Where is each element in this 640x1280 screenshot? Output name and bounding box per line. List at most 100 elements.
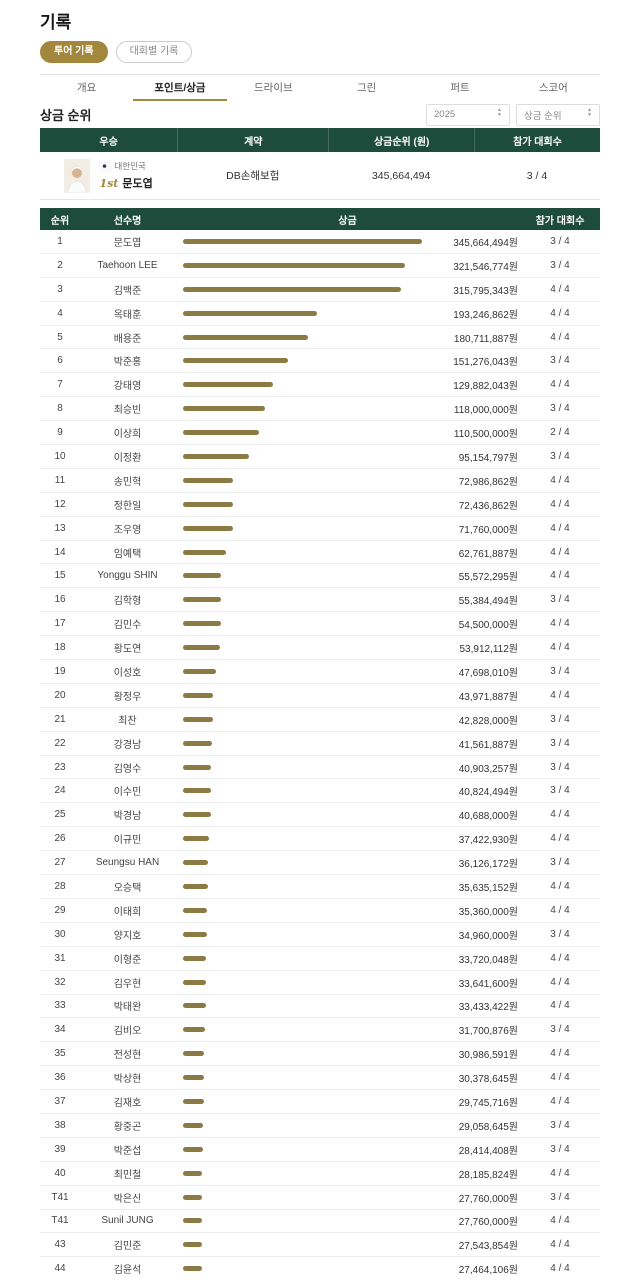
player-name[interactable]: 임예택 [113,548,142,560]
winner-row[interactable]: 대한민국 1st 문도엽 DB손해보험 345,664,494 3 / 4 [40,152,600,200]
player-name[interactable]: 이규민 [113,835,142,847]
table-row[interactable]: 37 김재호 29,745,716원 4 / 4 [40,1090,600,1114]
player-name[interactable]: 이수민 [113,787,142,799]
table-row[interactable]: 25 박경남 40,688,000원 4 / 4 [40,803,600,828]
player-name[interactable]: 박경남 [113,811,142,823]
table-row[interactable]: 30 양지호 34,960,000원 3 / 4 [40,923,600,947]
tab-1[interactable]: 포인트/상금 [133,75,227,101]
table-row[interactable]: 3 김백준 315,795,343원 4 / 4 [40,278,600,302]
player-name[interactable]: 황도연 [113,644,142,656]
player-name[interactable]: 김민준 [113,1241,142,1253]
table-row[interactable]: 22 강경남 41,561,887원 3 / 4 [40,732,600,756]
table-row[interactable]: 2 Taehoon LEE 321,546,774원 3 / 4 [40,254,600,278]
table-row[interactable]: 28 오승택 35,635,152원 4 / 4 [40,875,600,899]
table-row[interactable]: 16 김학형 55,384,494원 3 / 4 [40,588,600,613]
table-row[interactable]: 20 황정우 43,971,887원 4 / 4 [40,684,600,708]
player-name[interactable]: Sunil JUNG [101,1215,154,1227]
table-row[interactable]: 34 김비오 31,700,876원 3 / 4 [40,1018,600,1043]
player-name[interactable]: 김재호 [113,1098,142,1109]
table-row[interactable]: 9 이상희 110,500,000원 2 / 4 [40,421,600,446]
table-row[interactable]: 23 김영수 40,903,257원 3 / 4 [40,756,600,780]
player-name[interactable]: 김민수 [113,620,142,632]
year-select[interactable]: 2025 ▲ ▼ [426,103,510,126]
table-row[interactable]: 33 박태완 33,433,422원 4 / 4 [40,995,600,1019]
player-name[interactable]: Seungsu HAN [95,857,160,869]
tab-0[interactable]: 개요 [77,81,97,94]
tab-4[interactable]: 퍼트 [450,81,470,94]
table-row[interactable]: 19 이성호 47,698,010원 3 / 4 [40,660,600,684]
player-name[interactable]: 박태완 [113,1002,142,1014]
table-row[interactable]: 36 박상현 30,378,645원 4 / 4 [40,1066,600,1091]
player-name[interactable]: 최민철 [113,1169,142,1181]
player-name[interactable]: 양지호 [113,930,142,942]
table-row[interactable]: 15 Yonggu SHIN 55,572,295원 4 / 4 [40,564,600,589]
table-row[interactable]: 7 강태영 129,882,043원 4 / 4 [40,373,600,398]
player-name[interactable]: 최찬 [118,715,137,727]
player-name[interactable]: 강경남 [113,739,142,751]
table-row[interactable]: 24 이수민 40,824,494원 3 / 4 [40,779,600,804]
player-name[interactable]: 박은신 [113,1193,142,1205]
player-name[interactable]: 박상현 [113,1074,142,1086]
player-name[interactable]: 배용준 [113,333,142,345]
table-row[interactable]: 44 김윤석 27,464,106원 4 / 4 [40,1257,600,1280]
table-row[interactable]: 11 송민혁 72,986,862원 4 / 4 [40,469,600,493]
table-row[interactable]: T41 박은신 27,760,000원 3 / 4 [40,1186,600,1210]
player-name[interactable]: 황중곤 [113,1121,142,1133]
table-row[interactable]: 10 이정환 95,154,797원 3 / 4 [40,445,600,469]
ranking-type-select[interactable]: 상금 순위 ▲ ▼ [516,103,600,126]
player-name[interactable]: 이상희 [113,429,142,441]
tour-records-button[interactable]: 투어 기록 [40,41,108,63]
table-row[interactable]: 17 김민수 54,500,000원 4 / 4 [40,612,600,637]
player-name[interactable]: 김백준 [113,285,142,297]
table-row[interactable]: 21 최찬 42,828,000원 3 / 4 [40,708,600,732]
table-row[interactable]: 12 정한일 72,436,862원 4 / 4 [40,493,600,517]
player-name[interactable]: 황정우 [113,691,142,703]
table-row[interactable]: 40 최민철 28,185,824원 4 / 4 [40,1162,600,1186]
player-name[interactable]: 김윤석 [113,1265,142,1277]
table-row[interactable]: 32 김우현 33,641,600원 4 / 4 [40,971,600,995]
winner-name-line[interactable]: 1st 문도엽 [99,175,152,191]
player-name[interactable]: 전성현 [113,1050,142,1062]
tab-5[interactable]: 스코어 [538,81,568,94]
table-row[interactable]: 13 조우영 71,760,000원 4 / 4 [40,517,600,541]
player-name[interactable]: 오승택 [113,882,142,894]
player-name[interactable]: 김학형 [113,596,142,608]
table-row[interactable]: 31 이형준 33,720,048원 4 / 4 [40,947,600,971]
player-name[interactable]: 최승빈 [113,405,142,417]
table-row[interactable]: 35 전성현 30,986,591원 4 / 4 [40,1042,600,1067]
player-name[interactable]: 문도엽 [113,237,142,249]
table-row[interactable]: 18 황도연 53,912,112원 4 / 4 [40,636,600,661]
player-name[interactable]: 이정환 [113,452,142,464]
table-row[interactable]: 5 배용준 180,711,887원 4 / 4 [40,326,600,350]
tab-3[interactable]: 그린 [356,81,377,94]
player-name[interactable]: 송민혁 [113,476,142,488]
player-name[interactable]: 이태희 [113,906,142,918]
player-name[interactable]: 김비오 [113,1026,142,1038]
player-name[interactable]: 정한일 [113,500,142,512]
player-name[interactable]: 박준섭 [113,1145,142,1157]
table-row[interactable]: 1 문도엽 345,664,494원 3 / 4 [40,230,600,254]
player-name[interactable]: Taehoon LEE [97,259,158,271]
player-name[interactable]: 이형준 [113,954,142,966]
player-name[interactable]: 김우현 [113,978,142,990]
table-row[interactable]: 38 황중곤 29,058,645원 3 / 4 [40,1114,600,1138]
table-row[interactable]: 6 박준홍 151,276,043원 3 / 4 [40,349,600,374]
table-row[interactable]: 43 김민준 27,543,854원 4 / 4 [40,1233,600,1258]
table-row[interactable]: 8 최승빈 118,000,000원 3 / 4 [40,397,600,422]
table-row[interactable]: 27 Seungsu HAN 36,126,172원 3 / 4 [40,851,600,876]
event-records-button[interactable]: 대회별 기록 [115,41,193,63]
player-name[interactable]: 옥태훈 [113,309,142,321]
player-name[interactable]: 강태영 [113,381,142,393]
player-name[interactable]: 김영수 [113,763,142,775]
table-row[interactable]: 39 박준섭 28,414,408원 3 / 4 [40,1138,600,1162]
player-name[interactable]: 조우영 [113,524,142,536]
table-row[interactable]: 14 임예택 62,761,887원 4 / 4 [40,541,600,565]
table-row[interactable]: T41 Sunil JUNG 27,760,000원 4 / 4 [40,1210,600,1234]
tab-2[interactable]: 드라이브 [254,81,293,94]
player-name[interactable]: 이성호 [113,667,142,679]
player-name[interactable]: Yonggu SHIN [97,570,158,582]
player-name[interactable]: 박준홍 [113,357,142,369]
table-row[interactable]: 4 옥태훈 193,246,862원 4 / 4 [40,302,600,326]
table-row[interactable]: 29 이태희 35,360,000원 4 / 4 [40,899,600,923]
table-row[interactable]: 26 이규민 37,422,930원 4 / 4 [40,827,600,852]
